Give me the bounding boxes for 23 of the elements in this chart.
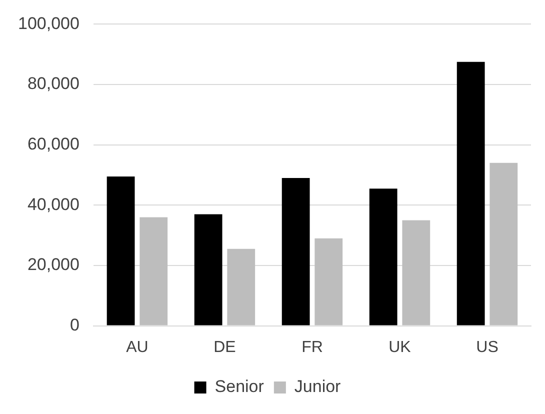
bar <box>456 62 485 326</box>
x-tick-label: DE <box>214 338 236 356</box>
bar <box>140 217 168 326</box>
legend-label: Senior <box>214 377 264 396</box>
bar <box>369 188 398 326</box>
bar <box>106 176 135 326</box>
x-tick-label: AU <box>126 338 148 356</box>
x-tick-label: FR <box>302 338 323 356</box>
x-tick-label: US <box>476 338 498 356</box>
bar <box>194 214 222 326</box>
y-tick-label: 80,000 <box>27 74 80 94</box>
bar <box>227 248 256 326</box>
bar <box>314 238 343 326</box>
x-tick-label: UK <box>388 338 412 356</box>
legend-label: Junior <box>294 377 342 396</box>
bar <box>490 162 518 326</box>
y-tick-label: 0 <box>70 315 80 334</box>
y-tick-label: 100,000 <box>18 14 80 33</box>
y-tick-label: 40,000 <box>27 194 80 214</box>
bar <box>402 220 430 326</box>
bar <box>282 178 310 326</box>
y-tick-label: 60,000 <box>27 134 80 154</box>
y-tick-label: 20,000 <box>27 255 80 274</box>
